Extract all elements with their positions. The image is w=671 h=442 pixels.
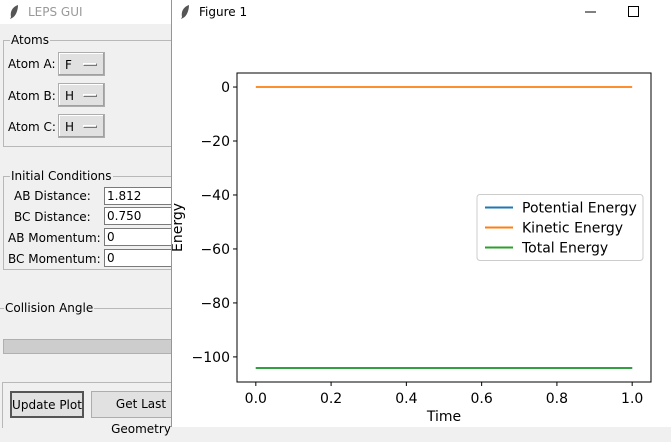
initial-conditions-group: Initial Conditions xyxy=(3,169,174,270)
app-icon xyxy=(10,5,18,19)
atom-menu[interactable]: H xyxy=(58,83,105,107)
x-tick-label: 0.0 xyxy=(245,391,267,407)
field-label: Atom B: xyxy=(8,89,56,103)
figure: Figure 1 0 −20 −40 −60 −80 −100 0.0 0.2 0.4 0.6 0.… xyxy=(171,5,652,425)
atom-menu[interactable]: H xyxy=(58,114,105,138)
menu-value: F xyxy=(65,58,72,72)
atom-menu[interactable]: F xyxy=(58,52,105,76)
field-label: Atom A: xyxy=(8,57,56,71)
field-label: AB Momentum: xyxy=(8,231,101,245)
window-title: LEPS GUI xyxy=(28,5,83,19)
x-tick-label: 0.8 xyxy=(546,391,568,407)
atoms-group: Atoms xyxy=(3,33,174,147)
main-window: LEPS GUI Atoms Atom A: F Atom B: H Atom … xyxy=(0,0,191,436)
text-entry[interactable]: 1.812 xyxy=(104,187,174,205)
collision-angle-group: Collision Angle xyxy=(0,301,172,315)
menu-value: H xyxy=(65,120,75,134)
x-tick-label: 0.4 xyxy=(395,391,417,407)
menu-value: H xyxy=(65,89,75,103)
field-label: BC Distance: xyxy=(14,210,91,224)
update-plot-button[interactable]: Update Plot xyxy=(10,391,84,418)
y-tick-label: 0 xyxy=(221,80,230,96)
y-tick-label: −60 xyxy=(200,242,230,258)
figure-window: Figure 1 0 −20 −40 −60 −80 −100 0.0 0.2 0.4 0.6 0.… xyxy=(171,0,671,427)
y-tick-label: −40 xyxy=(200,188,230,204)
legend-label: Kinetic Energy xyxy=(522,221,623,237)
text-entry[interactable]: 0.750 xyxy=(104,207,174,225)
y-axis-label: Energy xyxy=(171,203,186,252)
field-label: Atom C: xyxy=(8,120,56,134)
legend-box xyxy=(476,194,644,261)
x-tick-label: 1.0 xyxy=(621,391,643,407)
window-title: Figure 1 xyxy=(199,5,247,19)
text-entry[interactable]: 0 xyxy=(104,228,174,246)
y-tick-label: −100 xyxy=(192,350,230,366)
x-tick-label: 0.2 xyxy=(320,391,342,407)
legend-label: Potential Energy xyxy=(522,201,637,217)
y-tick-label: −20 xyxy=(200,134,230,150)
x-tick-label: 0.6 xyxy=(471,391,493,407)
y-tick-label: −80 xyxy=(200,296,230,312)
button-frame xyxy=(2,382,173,428)
angle-slider[interactable] xyxy=(3,339,173,354)
app-icon xyxy=(181,5,189,19)
group-label: Atoms xyxy=(10,33,50,47)
field-label: BC Momentum: xyxy=(8,252,101,266)
group-label: Collision Angle xyxy=(4,301,95,315)
maximize-button[interactable] xyxy=(628,6,639,17)
title-bar: LEPS GUI xyxy=(0,0,172,24)
text-entry[interactable]: 0 xyxy=(104,249,174,267)
x-axis-label: Time xyxy=(426,409,461,425)
field-label: AB Distance: xyxy=(14,189,91,203)
legend-label: Total Energy xyxy=(521,241,608,257)
group-label: Initial Conditions xyxy=(10,169,113,183)
